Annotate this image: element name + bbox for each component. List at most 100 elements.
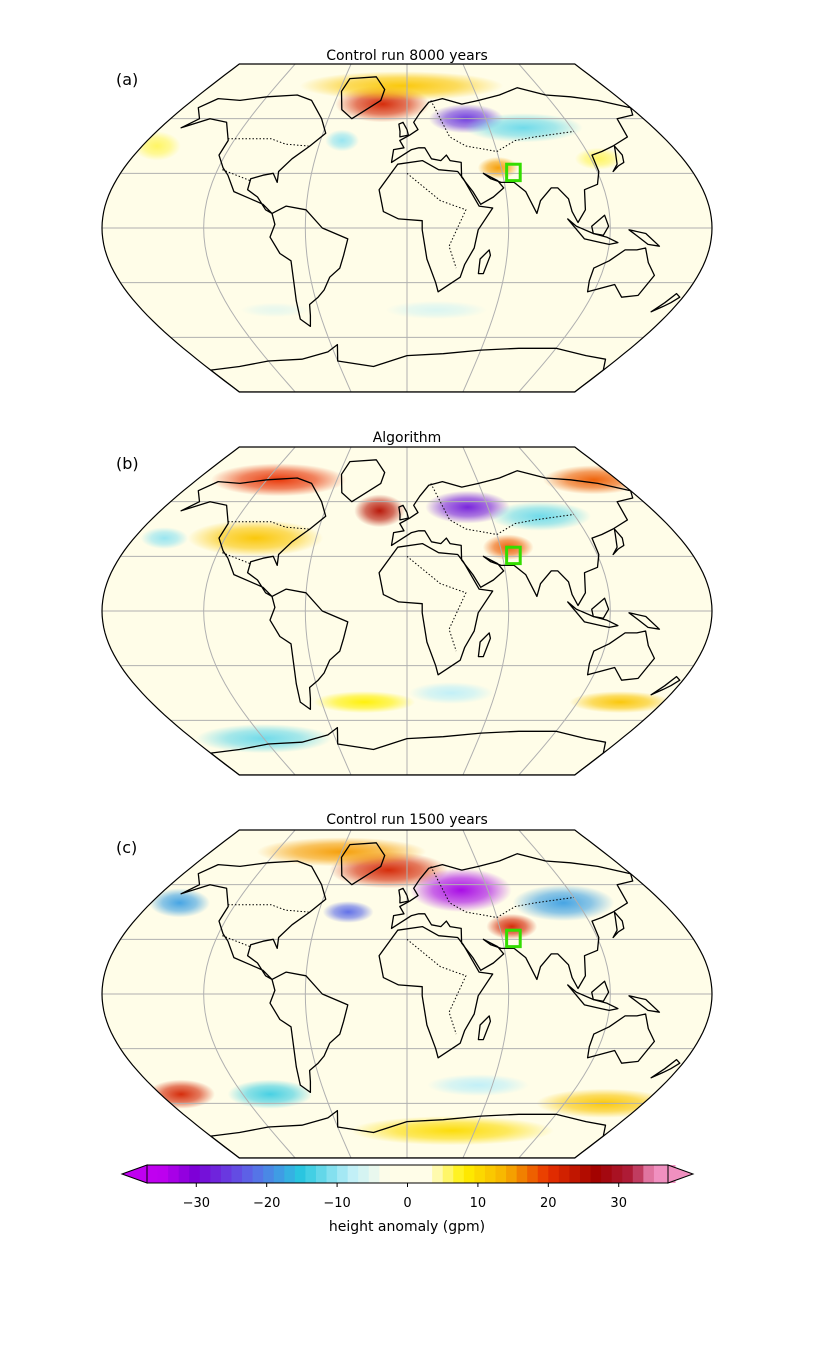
colorbar-segment	[400, 1165, 412, 1183]
colorbar-segment	[506, 1165, 518, 1183]
anomaly-blob	[385, 300, 488, 320]
coastline-north-america	[180, 94, 327, 215]
colorbar-tick-label: 30	[610, 1196, 627, 1211]
colorbar-tick-label: 0	[403, 1196, 412, 1211]
border-line	[430, 866, 574, 918]
colorbar-label: height anomaly (gpm)	[328, 1219, 486, 1235]
coastline-new-guinea	[628, 229, 661, 247]
colorbar-segment	[558, 1165, 570, 1183]
border-line	[406, 555, 467, 652]
coastline-south-america	[269, 205, 349, 328]
colorbar-segment	[548, 1165, 560, 1183]
colorbar-segment	[284, 1165, 296, 1183]
coastline-north-america	[180, 860, 327, 981]
colorbar-segment	[379, 1165, 391, 1183]
panel-title: Control run 1500 years	[326, 812, 488, 828]
colorbar-segment	[305, 1165, 317, 1183]
colorbar-over-arrow	[667, 1164, 695, 1184]
coastline-borneo	[591, 214, 610, 236]
colorbar-segment	[622, 1165, 634, 1183]
coastline-africa	[378, 925, 494, 1059]
colorbar-tick-label: −10	[323, 1196, 351, 1211]
graticule-line	[304, 64, 352, 392]
colorbar-segment	[252, 1165, 264, 1183]
coastline-new-zealand	[650, 675, 681, 696]
coastline-greenland	[340, 76, 386, 120]
coastline-australia	[586, 630, 656, 681]
coastline-japan	[612, 528, 625, 556]
coastline-eurasia	[390, 470, 634, 607]
colorbar-segment	[453, 1165, 465, 1183]
graticule-line	[462, 830, 510, 1158]
colorbar-tick-label: 20	[540, 1196, 557, 1211]
anomaly-blob	[227, 1079, 313, 1109]
map-frame	[101, 63, 713, 393]
border-line	[227, 138, 309, 147]
colorbar-segment	[168, 1165, 180, 1183]
anomaly-blob	[240, 302, 309, 318]
target-region	[505, 162, 522, 183]
map-frame	[101, 446, 713, 776]
anomaly-blob	[569, 691, 672, 714]
border-line	[227, 521, 309, 530]
colorbar-segment	[189, 1165, 201, 1183]
coastline-japan	[612, 145, 625, 173]
border-line	[406, 938, 467, 1035]
graticule-line	[518, 64, 611, 392]
colorbar-segment	[157, 1165, 169, 1183]
colorbar-segment	[178, 1165, 190, 1183]
colorbar-segment	[421, 1165, 433, 1183]
colorbar-segment	[231, 1165, 243, 1183]
graticule-line	[203, 447, 296, 775]
colorbar-segment	[326, 1165, 338, 1183]
colorbar-segment	[527, 1165, 539, 1183]
colorbar-segment	[273, 1165, 285, 1183]
coastline-indonesia	[567, 601, 619, 629]
colorbar-segment	[210, 1165, 222, 1183]
target-region	[505, 928, 522, 949]
anomaly-blob	[425, 490, 510, 524]
anomaly-blob	[410, 868, 512, 912]
coastline-greenland	[340, 459, 386, 503]
colorbar-segment	[495, 1165, 507, 1183]
colorbar-segment	[484, 1165, 497, 1183]
colorbar-tick-label: −30	[182, 1196, 210, 1211]
colorbar-segment	[263, 1165, 275, 1183]
coastline-new-guinea	[628, 995, 661, 1013]
anomaly-blob	[140, 527, 189, 550]
anomaly-blob	[147, 1079, 215, 1109]
anomaly-blob	[325, 129, 360, 152]
coastline-eurasia	[390, 853, 634, 990]
coastline-new-guinea	[628, 612, 661, 630]
colorbar-segment	[474, 1165, 486, 1183]
coastline-eurasia	[390, 87, 634, 224]
colorbar-segment	[590, 1165, 602, 1183]
anomaly-blob	[512, 884, 615, 922]
colorbar-segment	[411, 1165, 423, 1183]
coastline-borneo	[591, 980, 610, 1002]
coastline-madagascar	[477, 249, 492, 275]
panel-title: Algorithm	[372, 430, 442, 446]
colorbar-segment	[368, 1165, 380, 1183]
colorbar-tick-label: −20	[252, 1196, 281, 1211]
map-panel-a	[101, 63, 713, 393]
graticule-line	[462, 447, 510, 775]
coastline-britain	[398, 887, 410, 904]
panel-label: (b)	[116, 454, 139, 473]
anomaly-blob	[313, 691, 416, 714]
coastline-africa	[378, 542, 494, 676]
coastline-britain	[398, 121, 410, 138]
colorbar-segment	[537, 1165, 549, 1183]
border-line	[222, 552, 251, 565]
colorbar-segment	[579, 1165, 592, 1183]
colorbar-segment	[242, 1165, 254, 1183]
coastline-australia	[586, 247, 656, 298]
anomaly-blob	[148, 888, 210, 918]
colorbar-segment	[389, 1165, 401, 1183]
graticule-line	[304, 830, 352, 1158]
colorbar-segment	[337, 1165, 349, 1183]
graticule-line	[203, 64, 296, 392]
coastline-indonesia	[567, 984, 619, 1012]
border-line	[406, 172, 467, 269]
map-panel-b	[101, 446, 713, 776]
